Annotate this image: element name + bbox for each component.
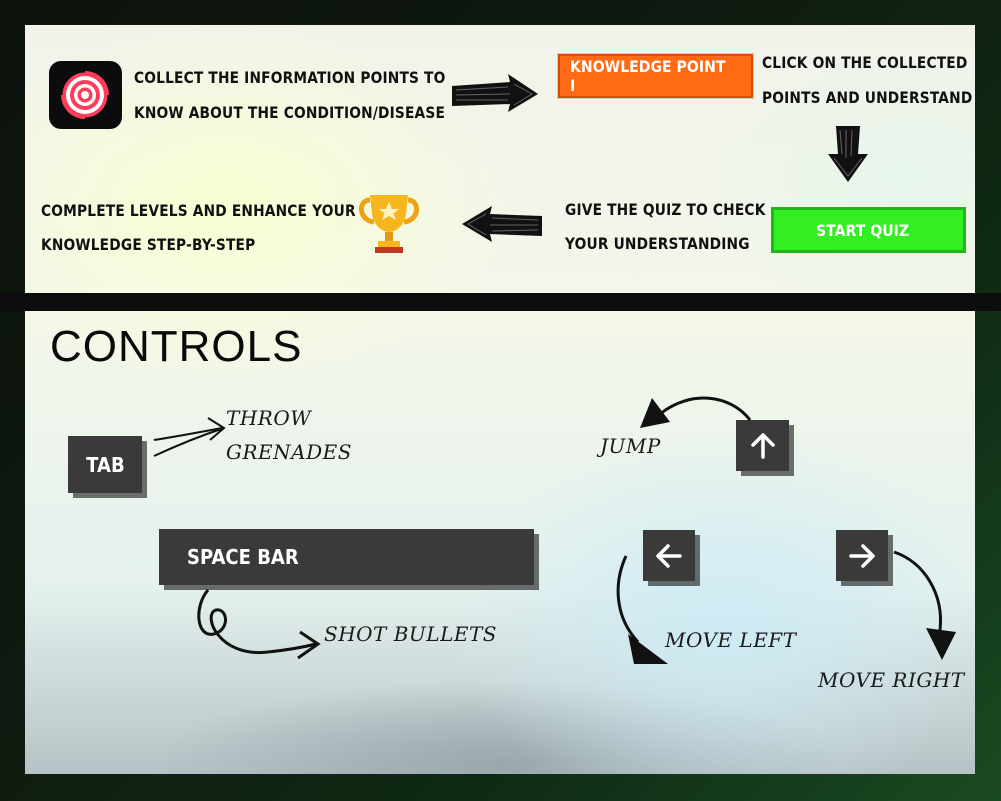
arrow-up-icon: [750, 432, 775, 459]
space-pointer-arrow-icon: [197, 589, 321, 660]
step3-text-line2: YOUR UNDERSTANDING: [565, 234, 750, 253]
tab-key-label: TAB: [85, 452, 125, 477]
jump-curve-arrow-icon: [640, 396, 752, 428]
start-quiz-button[interactable]: START QUIZ: [771, 207, 966, 253]
right-arrow-key[interactable]: [836, 530, 888, 581]
scribble-arrow-down-icon: [828, 126, 868, 182]
knowledge-point-button[interactable]: KNOWLEDGE POINT I: [558, 54, 753, 98]
start-quiz-label: START QUIZ: [815, 220, 909, 240]
scribble-arrow-left-icon: [462, 206, 542, 242]
tab-key[interactable]: TAB: [68, 436, 142, 493]
arrow-left-icon: [656, 543, 682, 568]
up-arrow-key[interactable]: [736, 420, 789, 471]
left-arrow-key[interactable]: [643, 530, 695, 581]
step3-text-line1: GIVE THE QUIZ TO CHECK: [565, 200, 766, 219]
controls-title: CONTROLS: [50, 322, 303, 371]
step4-text-line1: COMPLETE LEVELS AND ENHANCE YOUR: [41, 201, 356, 220]
step4-text-line2: KNOWLEDGE STEP-BY-STEP: [41, 235, 256, 254]
trophy-icon: [359, 195, 419, 253]
step2-text-line1: CLICK ON THE COLLECTED: [762, 53, 968, 72]
shot-bullets-label: SHOT BULLETS: [324, 622, 497, 646]
step1-text-line1: COLLECT THE INFORMATION POINTS TO: [134, 68, 446, 87]
move-right-curve-arrow-icon: [893, 550, 956, 660]
tab-pointer-arrow-icon: [153, 417, 226, 457]
space-bar-label: SPACE BAR: [187, 545, 299, 569]
step1-text-line2: KNOW ABOUT THE CONDITION/DISEASE: [134, 103, 446, 122]
move-left-curve-arrow-icon: [616, 555, 668, 664]
move-left-label: MOVE LEFT: [665, 628, 797, 652]
step2-text-line2: POINTS AND UNDERSTAND: [762, 88, 973, 107]
scribble-arrow-right-icon: [452, 74, 538, 112]
section-divider: [0, 293, 1001, 311]
arrow-right-icon: [849, 543, 875, 568]
space-bar-key[interactable]: SPACE BAR: [159, 529, 534, 585]
knowledge-point-label: KNOWLEDGE POINT I: [570, 57, 726, 95]
move-right-label: MOVE RIGHT: [818, 668, 965, 692]
throw-grenades-label-line2: GRENADES: [226, 440, 352, 464]
throw-grenades-label-line1: THROW: [226, 406, 312, 430]
target-icon: [49, 61, 122, 129]
instruction-panel: [25, 25, 975, 774]
jump-label: JUMP: [600, 434, 661, 458]
